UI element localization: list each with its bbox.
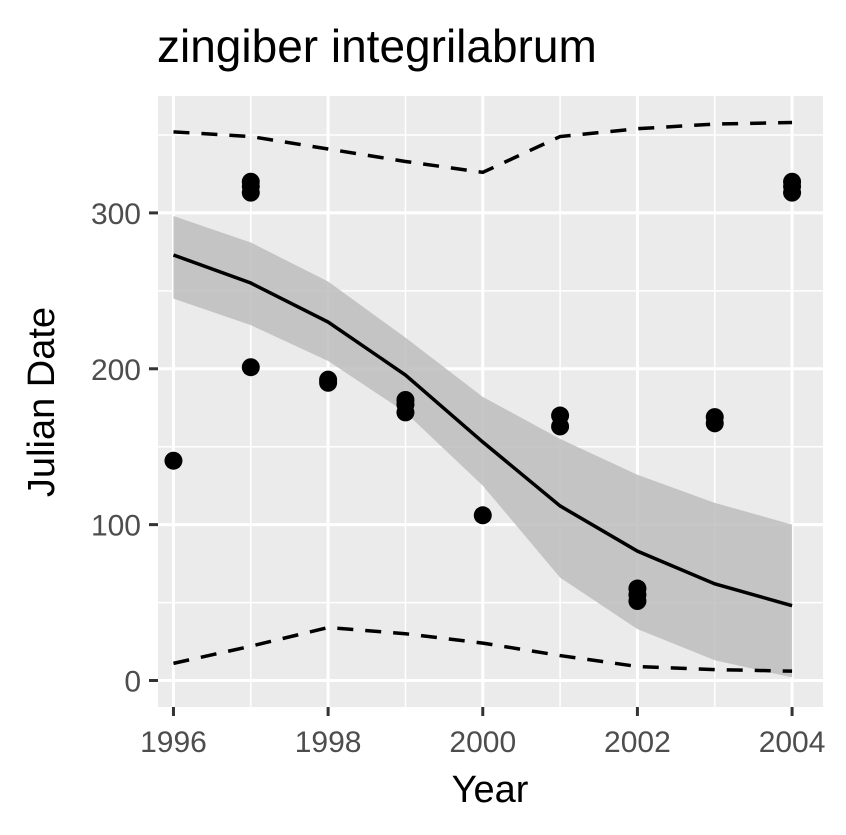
data-point xyxy=(551,417,570,436)
x-tick-label: 1998 xyxy=(295,726,362,759)
y-axis: 0 100 200 300 xyxy=(91,198,158,699)
data-point xyxy=(164,451,183,470)
fit-line xyxy=(172,253,793,608)
y-tick-label: 200 xyxy=(91,354,141,387)
x-tick-label: 2000 xyxy=(449,726,516,759)
confidence-band-layer xyxy=(173,216,793,678)
confidence-band xyxy=(173,216,793,678)
data-point xyxy=(783,183,802,202)
data-point xyxy=(241,358,260,377)
data-point xyxy=(473,506,492,525)
data-point xyxy=(319,373,338,392)
x-axis: 1996 1998 2000 2002 2004 xyxy=(140,707,825,759)
upper-dashed-line xyxy=(173,120,793,175)
y-tick-label: 0 xyxy=(124,666,141,699)
x-tick-label: 1996 xyxy=(140,726,207,759)
y-tick-label: 100 xyxy=(91,510,141,543)
x-tick-label: 2002 xyxy=(604,726,671,759)
dashed-lines-layer xyxy=(173,120,793,673)
chart-title: zingiber integrilabrum xyxy=(157,20,597,72)
points-layer xyxy=(164,172,802,611)
y-axis-title: Julian Date xyxy=(21,307,63,497)
data-point xyxy=(628,592,647,611)
y-tick-label: 300 xyxy=(91,198,141,231)
x-tick-label: 2004 xyxy=(759,726,826,759)
data-point xyxy=(241,183,260,202)
data-point xyxy=(396,403,415,422)
fit-line-layer xyxy=(172,253,793,608)
data-point xyxy=(705,414,724,433)
x-axis-title: Year xyxy=(452,769,529,811)
lower-dashed-line xyxy=(173,625,793,673)
